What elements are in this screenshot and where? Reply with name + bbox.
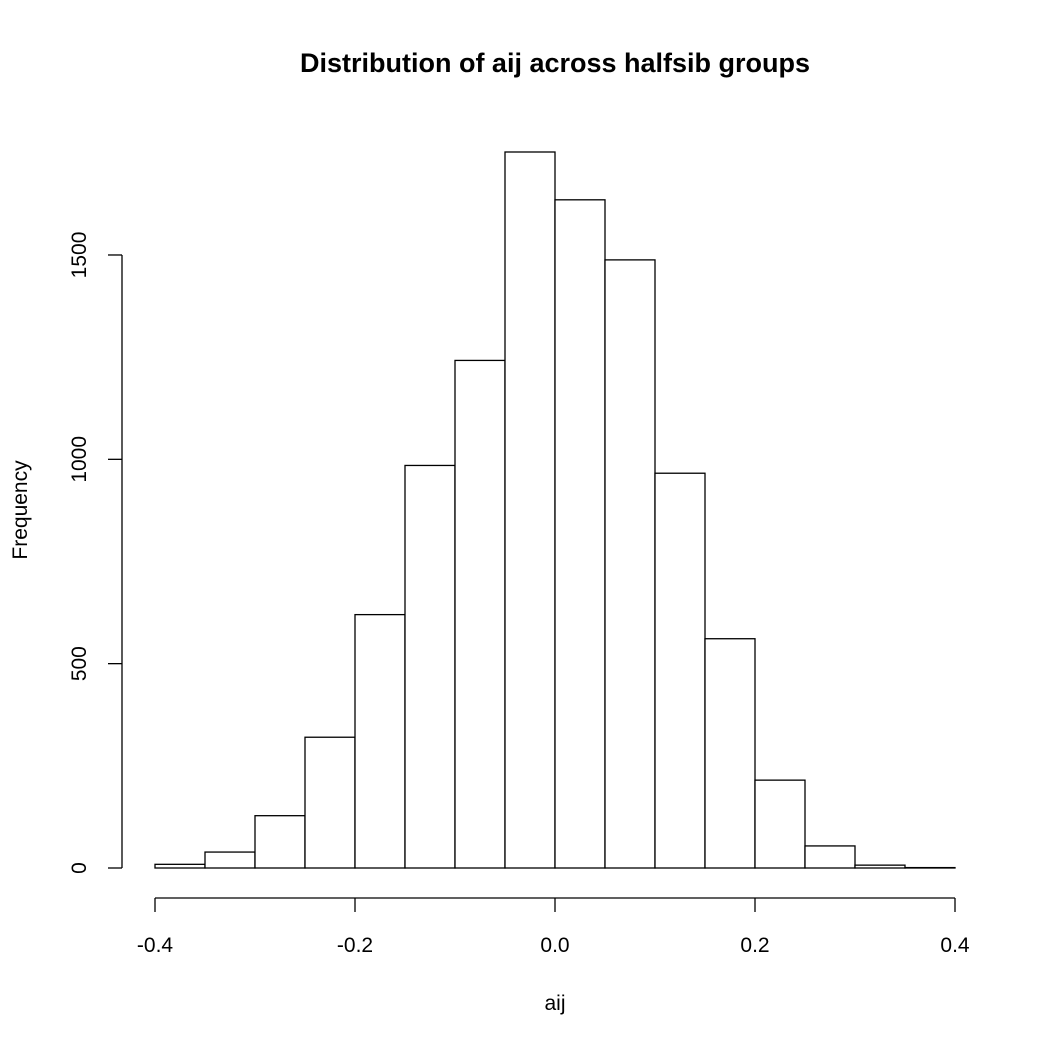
histogram-bar-1	[154, 863, 206, 869]
x-tick-label-5: 0.4	[940, 934, 970, 957]
histogram-bar-8	[504, 151, 556, 869]
histogram-bar-12	[704, 638, 756, 869]
histogram-bar-2	[204, 851, 256, 869]
histogram-bar-9	[554, 199, 606, 869]
histogram-bar-3	[254, 815, 306, 869]
y-tick-label-1: 0	[68, 862, 91, 874]
x-axis: -0.4 -0.2 0.0 0.2 0.4	[137, 897, 970, 957]
x-tick-label-3: 0.0	[540, 934, 569, 957]
y-tick-label-3: 1000	[68, 436, 91, 483]
x-tick-label-1: -0.4	[137, 934, 174, 957]
y-axis-title: Frequency	[9, 460, 32, 560]
histogram-bar-4	[304, 736, 356, 869]
y-tick-label-2: 500	[68, 646, 91, 681]
chart-title: Distribution of aij across halfsib group…	[300, 48, 810, 78]
histogram-bars	[154, 151, 956, 869]
histogram-bar-5	[354, 613, 406, 869]
x-tick-label-2: -0.2	[337, 934, 373, 957]
histogram-bar-6	[404, 464, 456, 869]
histogram-bar-13	[754, 779, 806, 869]
x-axis-title: aij	[544, 992, 565, 1015]
y-axis: 0 500 1000 1500	[68, 232, 123, 874]
histogram-bar-11	[654, 472, 706, 869]
y-tick-label-4: 1500	[68, 232, 91, 279]
histogram-bar-7	[454, 359, 506, 869]
x-tick-label-4: 0.2	[740, 934, 769, 957]
histogram-bar-10	[604, 259, 656, 869]
histogram-bar-14	[804, 845, 856, 869]
histogram-bar-15	[854, 864, 906, 869]
